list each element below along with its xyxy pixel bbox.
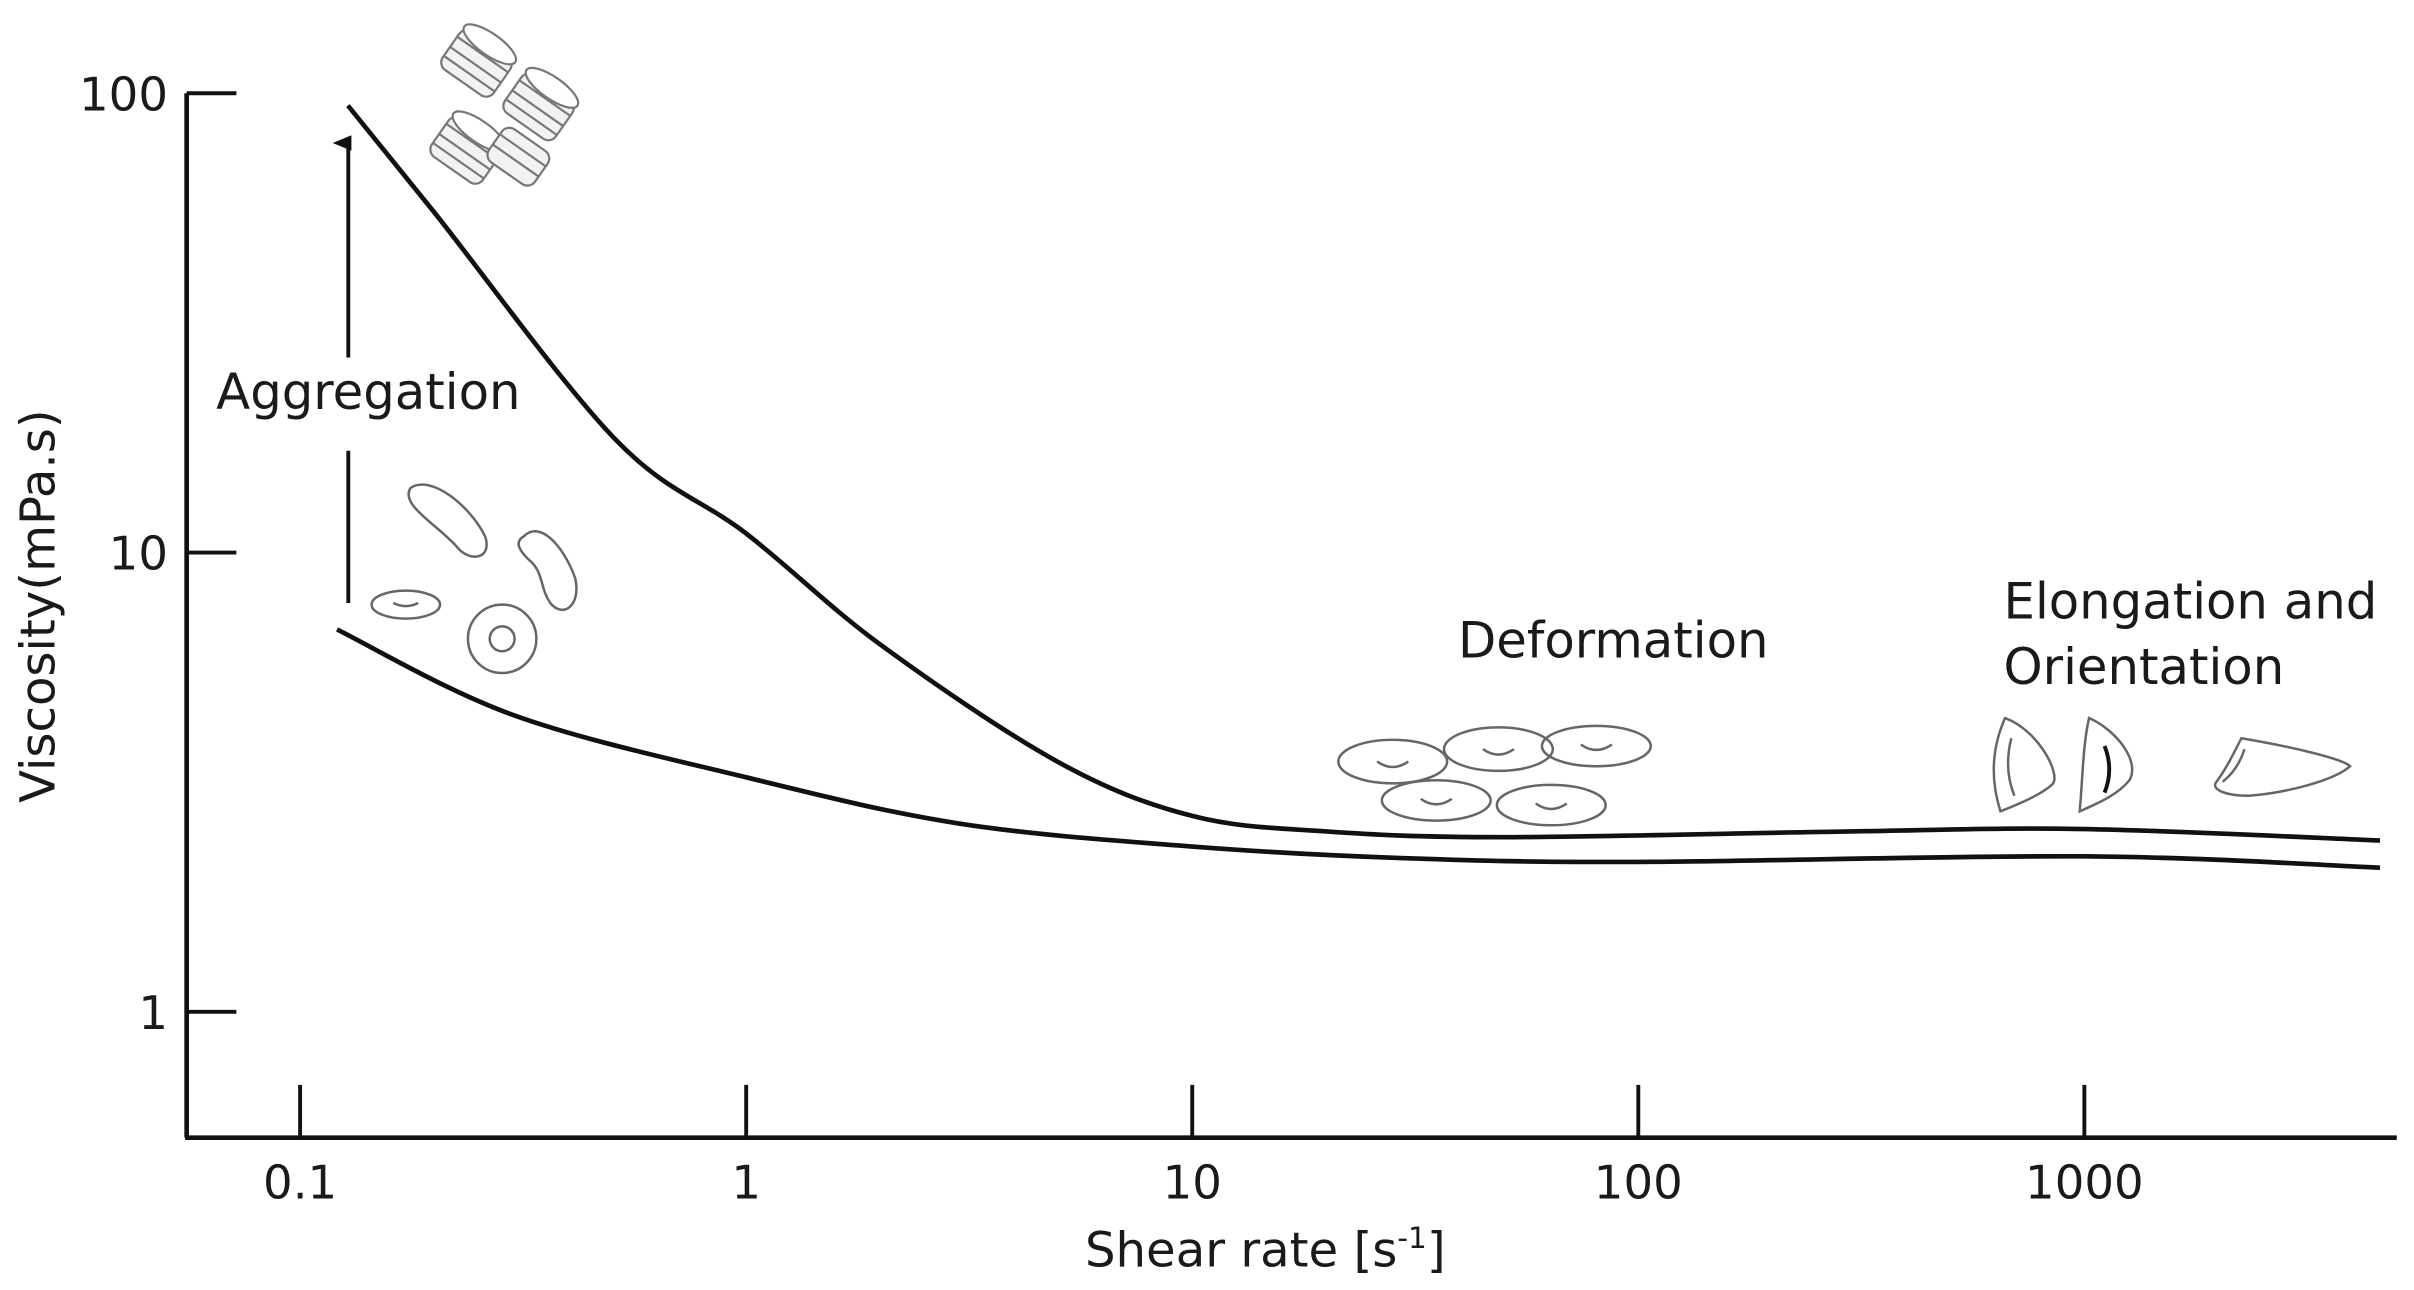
- annotation-elongation-line1: Elongation and: [2004, 573, 2378, 631]
- annotation-deformation: Deformation: [1458, 611, 1769, 669]
- y-tick-label: 100: [79, 67, 168, 121]
- y-tick-label: 1: [138, 986, 168, 1040]
- y-axis-label: Viscosity(mPa.s): [11, 409, 67, 803]
- elongated-cells-illustration: [1992, 716, 2352, 814]
- annotation-elongation-line2: Orientation: [2004, 638, 2285, 696]
- lower-viscosity-curve: [336, 627, 2381, 870]
- x-tick-label: 1: [731, 1155, 761, 1209]
- annotation-aggregation: Aggregation: [216, 363, 520, 421]
- individual-cells-illustration: [370, 483, 578, 675]
- x-axis-label: Shear rate [s-1]: [1085, 1221, 1446, 1279]
- x-tick-label: 1000: [2025, 1155, 2144, 1209]
- y-tick-label: 10: [109, 527, 168, 581]
- rouleaux-stack-illustration: [429, 23, 580, 187]
- x-tick-label: 100: [1594, 1155, 1683, 1209]
- deformed-cells-illustration: [1337, 724, 1652, 827]
- upper-viscosity-curve: [346, 104, 2381, 843]
- x-tick-label: 0.1: [263, 1155, 337, 1209]
- x-tick-label: 10: [1163, 1155, 1222, 1209]
